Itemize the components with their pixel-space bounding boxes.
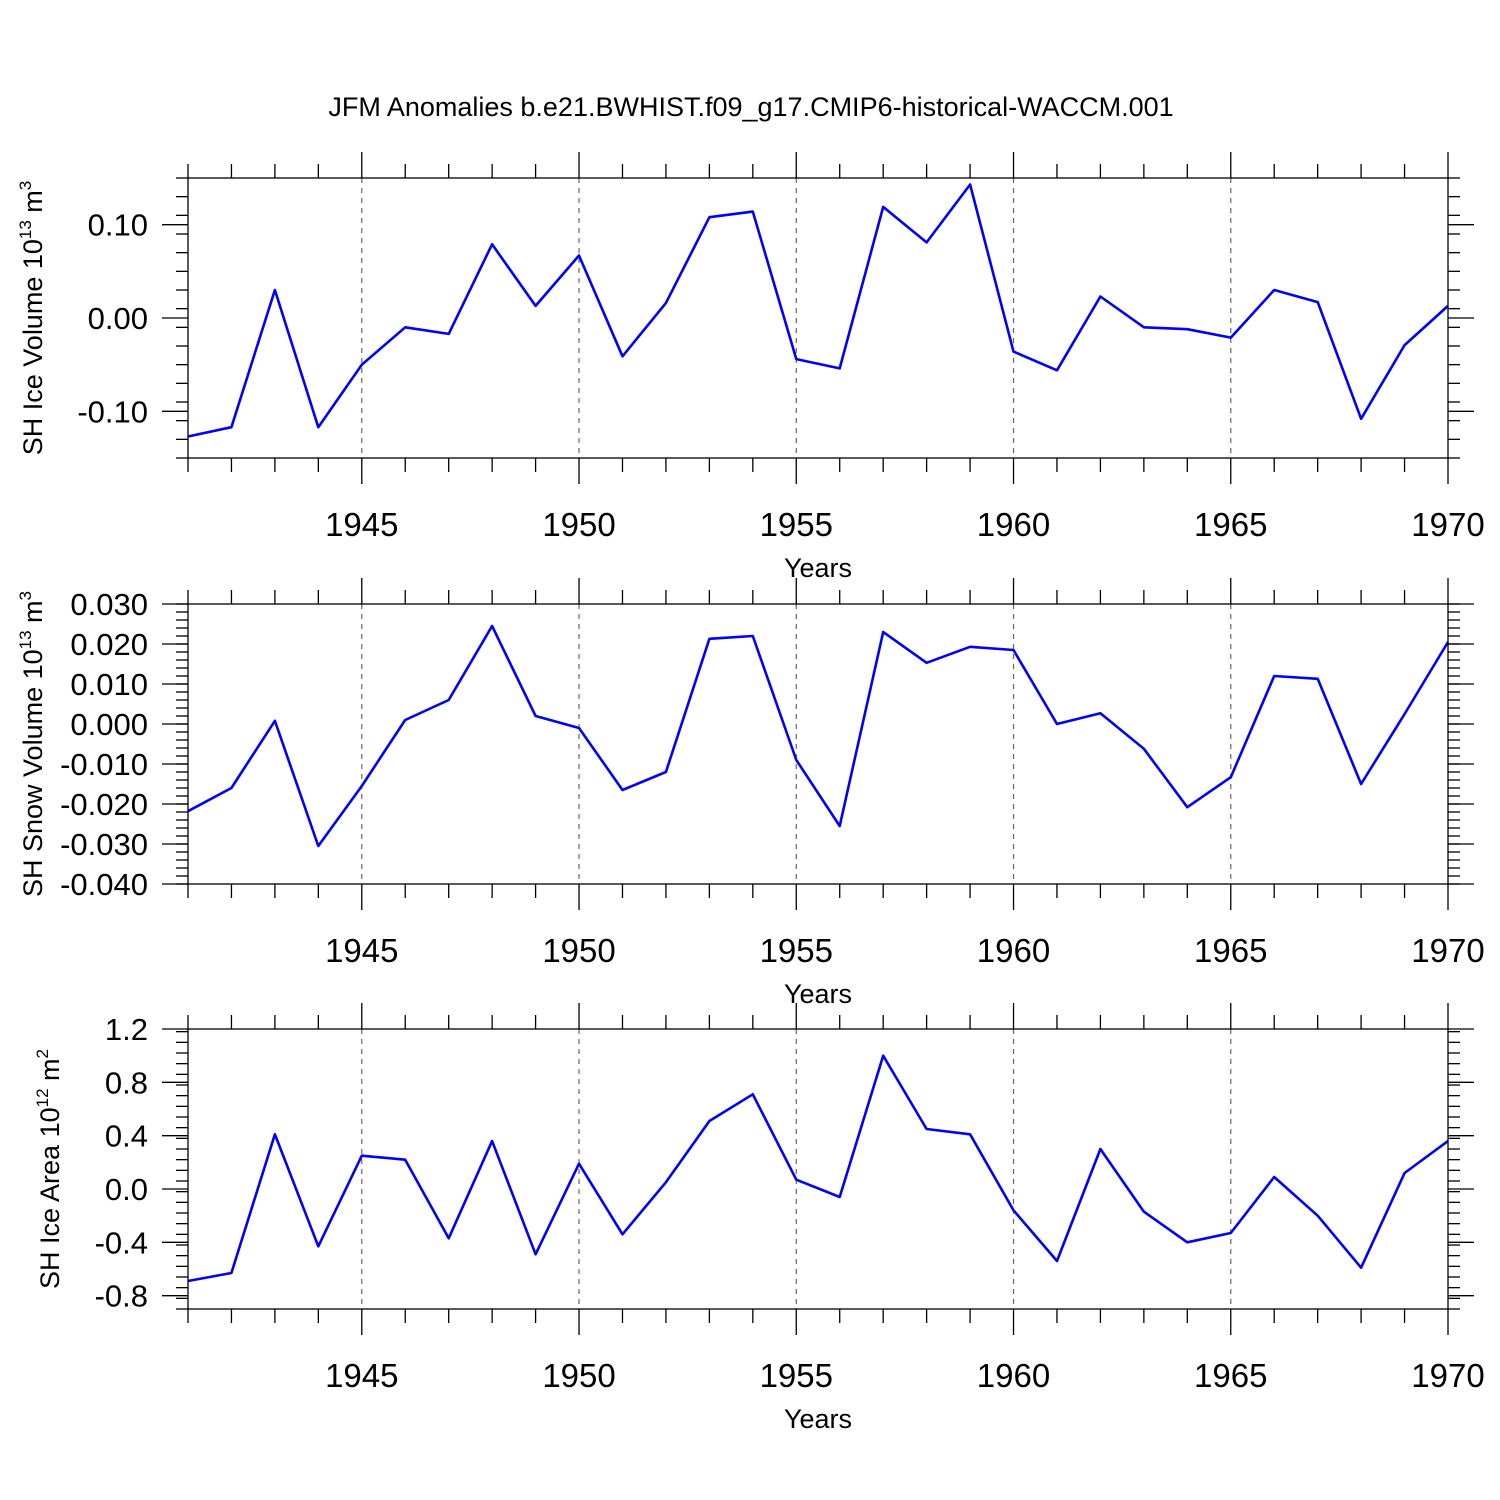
panel-1: -0.10 0.00 0.10 1945 1950 1955 1960 1965 1970 Yea… <box>16 152 1485 583</box>
y-tick-label: -0.010 <box>60 747 148 782</box>
y-tick-label: 1.2 <box>105 1012 148 1047</box>
plot-frame <box>187 1028 1449 1310</box>
x-tick-label: 1950 <box>542 1357 615 1394</box>
x-tick-label: 1945 <box>325 1357 398 1394</box>
x-axis-title: Years <box>784 553 852 583</box>
x-tick-label: 1970 <box>1411 506 1484 543</box>
plot-frame <box>187 603 1449 885</box>
x-tick-label: 1955 <box>760 1357 833 1394</box>
x-tick-label: 1960 <box>977 932 1050 969</box>
x-tick-label: 1945 <box>325 932 398 969</box>
x-tick-label: 1965 <box>1194 506 1267 543</box>
y-tick-label: 0.8 <box>105 1065 148 1100</box>
series-line <box>187 624 1450 848</box>
x-tick-label: 1960 <box>977 1357 1050 1394</box>
y-tick-label: 0.4 <box>105 1119 148 1154</box>
y-tick-label: 0.0 <box>105 1172 148 1207</box>
series-line <box>187 183 1449 438</box>
y-tick-label: -0.020 <box>60 787 148 822</box>
y-axis-title: SH Ice Volume 1013 m3 <box>16 181 48 456</box>
x-tick-label: 1955 <box>760 932 833 969</box>
y-tick-label: 0.10 <box>88 208 148 243</box>
x-tick-label: 1970 <box>1411 1357 1484 1394</box>
y-axis-title: SH Ice Area 1012 m2 <box>33 1049 65 1289</box>
y-tick-label: 0.010 <box>70 667 148 702</box>
x-tick-label: 1945 <box>325 506 398 543</box>
panel-2: -0.040 -0.030 -0.020 -0.010 0.000 0.010 0.020 0… <box>16 578 1485 1009</box>
x-tick-label: 1965 <box>1194 1357 1267 1394</box>
x-tick-label: 1960 <box>977 506 1050 543</box>
y-tick-label: -0.040 <box>60 867 148 902</box>
chart-title: JFM Anomalies b.e21.BWHIST.f09_g17.CMIP6… <box>328 92 1173 122</box>
series-line <box>187 1054 1449 1283</box>
y-tick-label: -0.4 <box>95 1225 148 1260</box>
x-axis-title: Years <box>784 979 852 1009</box>
y-tick-label: 0.030 <box>70 587 148 622</box>
x-tick-label: 1955 <box>760 506 833 543</box>
y-tick-label: 0.000 <box>70 707 148 742</box>
panel-3: -0.8 -0.4 0.0 0.4 0.8 1.2 1945 1950 1955 1960 1965… <box>33 1003 1485 1434</box>
y-tick-label: -0.10 <box>77 394 148 429</box>
y-tick-label: 0.020 <box>70 627 148 662</box>
y-tick-label: 0.00 <box>88 301 148 336</box>
x-tick-label: 1970 <box>1411 932 1484 969</box>
plot-frame <box>187 177 1449 459</box>
y-axis-title: SH Snow Volume 1013 m3 <box>16 591 48 897</box>
panels: -0.10 0.00 0.10 1945 1950 1955 1960 1965 1970 Yea… <box>16 152 1485 1434</box>
x-tick-label: 1965 <box>1194 932 1267 969</box>
x-axis-title: Years <box>784 1404 852 1434</box>
x-tick-label: 1950 <box>542 506 615 543</box>
y-tick-label: -0.030 <box>60 827 148 862</box>
y-tick-label: -0.8 <box>95 1279 148 1314</box>
x-tick-label: 1950 <box>542 932 615 969</box>
